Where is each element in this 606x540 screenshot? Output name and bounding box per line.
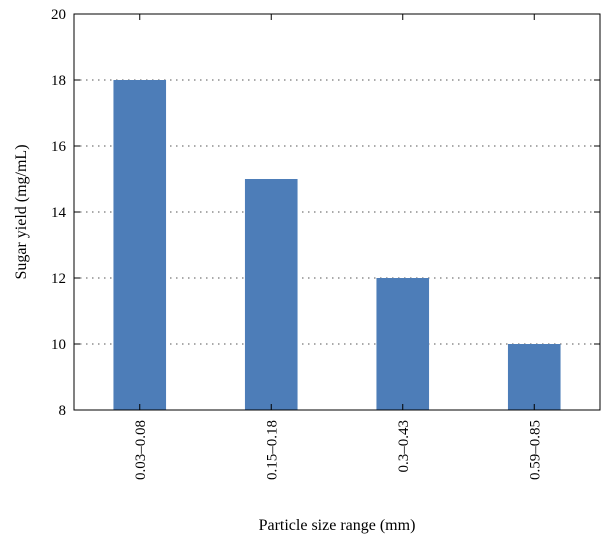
y-axis-title: Sugar yield (mg/mL) [13, 144, 30, 279]
x-tick-label: 0.15–0.18 [264, 420, 280, 480]
y-tick-label: 10 [51, 337, 66, 353]
y-tick-label: 12 [51, 271, 66, 287]
bar [376, 278, 430, 410]
bar [507, 344, 561, 410]
bar [244, 179, 298, 410]
y-tick-label: 18 [51, 73, 66, 89]
bar [113, 80, 167, 410]
x-tick-label: 0.59–0.85 [527, 420, 543, 480]
x-tick-label: 0.03–0.08 [133, 420, 149, 480]
y-tick-label: 14 [51, 205, 67, 221]
ticks [74, 13, 600, 411]
x-axis-title: Particle size range (mm) [259, 517, 416, 534]
x-tick-label: 0.3–0.43 [396, 420, 412, 473]
bars [113, 80, 561, 410]
y-tick-label: 8 [59, 403, 67, 419]
y-tick-label: 20 [51, 7, 66, 23]
tick-labels: 8 10 12 14 16 18 20 0.03–0.08 0.15–0.18 0.3–0.43 0… [51, 7, 543, 480]
y-tick-label: 16 [51, 139, 67, 155]
